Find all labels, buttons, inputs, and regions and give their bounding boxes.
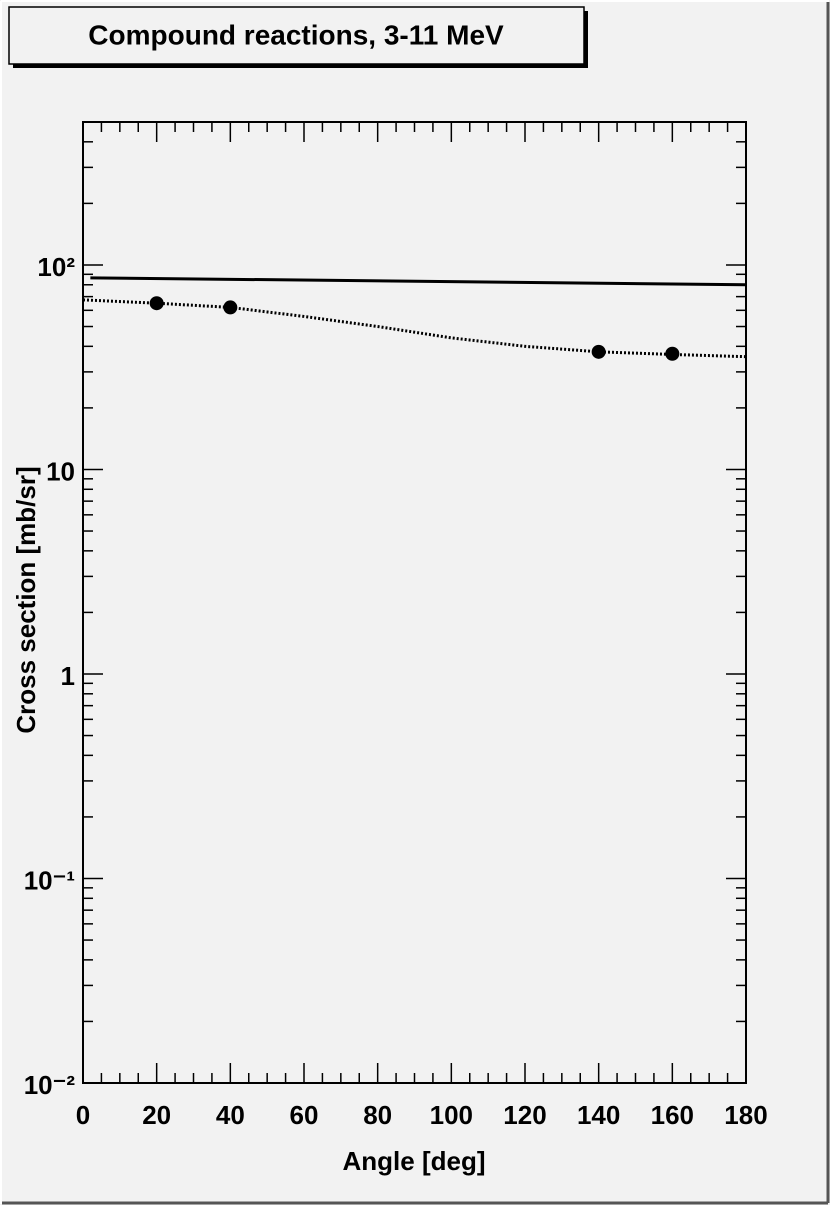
x-tick-label: 0 <box>76 1100 90 1130</box>
x-tick-label: 180 <box>724 1100 767 1130</box>
y-tick-label: 10⁻² <box>24 1070 76 1100</box>
x-tick-label: 80 <box>363 1100 392 1130</box>
plot-layer: 0 20 40 60 80 100 120 140 160 180 10⁻² 10⁻¹ 1 10 10² <box>24 122 768 1130</box>
chart-title: Compound reactions, 3-11 MeV <box>88 19 504 50</box>
x-tick-label: 160 <box>651 1100 694 1130</box>
data-point <box>223 300 238 315</box>
x-tick-label: 40 <box>216 1100 245 1130</box>
x-tick-label: 20 <box>142 1100 171 1130</box>
x-tick-label: 140 <box>577 1100 620 1130</box>
data-point <box>149 296 164 311</box>
x-tick-label: 60 <box>290 1100 319 1130</box>
y-tick-label: 10⁻¹ <box>24 865 75 895</box>
y-axis-title: Cross section [mb/sr] <box>11 466 41 733</box>
y-tick-label: 1 <box>61 661 75 691</box>
data-point <box>591 344 606 359</box>
y-tick-label: 10 <box>46 456 75 486</box>
solid-line <box>90 276 747 287</box>
x-tick-label: 100 <box>430 1100 473 1130</box>
y-tick-label: 10² <box>37 252 75 282</box>
data-point <box>665 346 680 361</box>
x-axis-title: Angle [deg] <box>343 1146 486 1176</box>
x-tick-label: 120 <box>503 1100 546 1130</box>
title-box <box>8 6 585 65</box>
dotted-curve <box>82 298 747 359</box>
